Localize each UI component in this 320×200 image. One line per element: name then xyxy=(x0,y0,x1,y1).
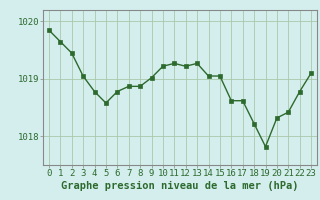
X-axis label: Graphe pression niveau de la mer (hPa): Graphe pression niveau de la mer (hPa) xyxy=(61,181,299,191)
